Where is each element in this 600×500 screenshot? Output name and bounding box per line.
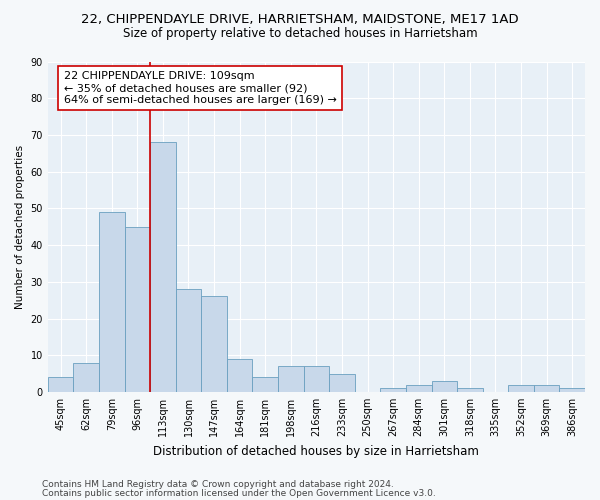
Bar — [534, 384, 559, 392]
Bar — [380, 388, 406, 392]
Bar — [559, 388, 585, 392]
Bar — [253, 377, 278, 392]
Bar — [431, 381, 457, 392]
Bar — [150, 142, 176, 392]
Text: 22 CHIPPENDAYLE DRIVE: 109sqm
← 35% of detached houses are smaller (92)
64% of s: 22 CHIPPENDAYLE DRIVE: 109sqm ← 35% of d… — [64, 72, 337, 104]
Bar — [329, 374, 355, 392]
Bar — [304, 366, 329, 392]
Bar — [201, 296, 227, 392]
X-axis label: Distribution of detached houses by size in Harrietsham: Distribution of detached houses by size … — [154, 444, 479, 458]
Text: Contains HM Land Registry data © Crown copyright and database right 2024.: Contains HM Land Registry data © Crown c… — [42, 480, 394, 489]
Bar — [457, 388, 482, 392]
Text: Size of property relative to detached houses in Harrietsham: Size of property relative to detached ho… — [122, 28, 478, 40]
Bar — [99, 212, 125, 392]
Text: 22, CHIPPENDAYLE DRIVE, HARRIETSHAM, MAIDSTONE, ME17 1AD: 22, CHIPPENDAYLE DRIVE, HARRIETSHAM, MAI… — [81, 12, 519, 26]
Bar — [406, 384, 431, 392]
Bar — [508, 384, 534, 392]
Bar — [227, 359, 253, 392]
Bar — [278, 366, 304, 392]
Y-axis label: Number of detached properties: Number of detached properties — [15, 144, 25, 309]
Bar — [176, 289, 201, 392]
Bar — [73, 362, 99, 392]
Text: Contains public sector information licensed under the Open Government Licence v3: Contains public sector information licen… — [42, 488, 436, 498]
Bar — [125, 226, 150, 392]
Bar — [48, 377, 73, 392]
